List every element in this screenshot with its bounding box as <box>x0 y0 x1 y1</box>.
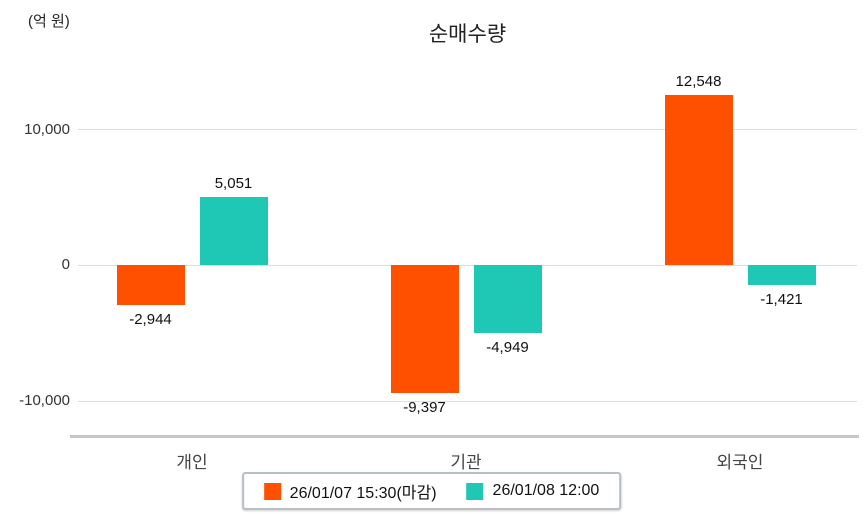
gridline <box>78 264 857 266</box>
bar-series-1-외국인 <box>664 95 733 266</box>
chart-title: 순매수량 <box>428 23 507 46</box>
x-category-label: 외국인 <box>716 453 764 472</box>
bar-series-1-기관 <box>390 265 459 393</box>
y-tick-label: 10,000 <box>24 120 70 138</box>
bar-value-label: -2,944 <box>129 311 172 329</box>
bar-series-2-개인 <box>199 196 268 266</box>
legend-item: 26/01/08 12:00 <box>466 482 600 500</box>
bar-series-2-기관 <box>473 265 542 333</box>
bar-value-label: -9,397 <box>403 398 446 416</box>
x-category-label: 개인 <box>176 453 208 472</box>
legend-item: 26/01/07 15:30(마감) <box>263 479 437 503</box>
x-category-label: 기관 <box>450 453 482 472</box>
bar-value-label: 12,548 <box>675 73 722 91</box>
bar-value-label: -4,949 <box>486 338 529 356</box>
legend-swatch-icon <box>466 482 484 500</box>
legend: 26/01/07 15:30(마감) 26/01/08 12:00 <box>241 472 622 510</box>
x-axis-line <box>70 435 859 438</box>
bar-series-2-외국인 <box>747 265 816 285</box>
legend-label: 26/01/07 15:30(마감) <box>289 485 437 502</box>
gridline <box>78 129 857 131</box>
bar-value-label: 5,051 <box>214 174 253 192</box>
bar-value-label: -1,421 <box>760 290 803 308</box>
legend-swatch-icon <box>263 482 281 500</box>
legend-label: 26/01/08 12:00 <box>492 482 600 499</box>
gridline <box>78 400 857 402</box>
bar-series-1-개인 <box>116 265 185 306</box>
y-tick-label: 0 <box>61 256 70 274</box>
y-tick-label: -10,000 <box>19 392 70 410</box>
y-axis-unit-label: (억 원) <box>28 13 70 30</box>
